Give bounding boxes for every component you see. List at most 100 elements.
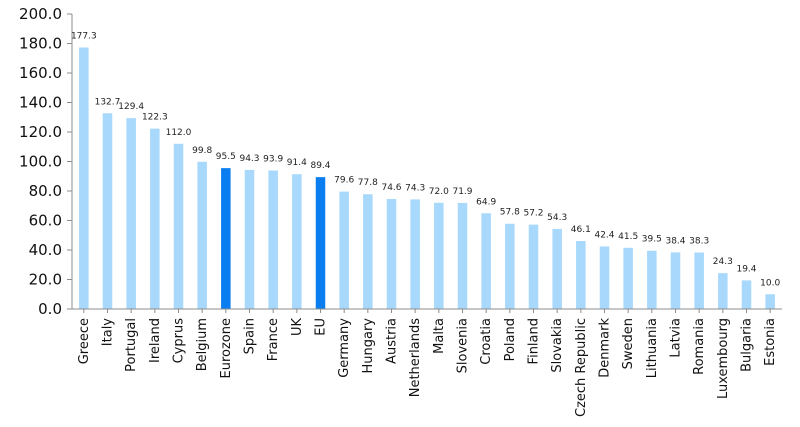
x-tick-label: Estonia xyxy=(763,318,778,366)
data-label: 19.4 xyxy=(736,264,756,274)
y-tick-label: 100.0 xyxy=(19,153,62,171)
data-label: 24.3 xyxy=(713,257,733,267)
x-tick-label: Latvia xyxy=(669,318,684,358)
data-label: 39.5 xyxy=(642,235,662,245)
data-label: 10.0 xyxy=(760,278,780,288)
bar-estonia xyxy=(765,294,775,309)
x-tick-label: Romania xyxy=(692,318,707,375)
x-axis: Greece Italy Portugal Ireland Cyprus Belgium E… xyxy=(72,308,782,417)
data-label: 74.3 xyxy=(405,183,425,193)
bar-greece xyxy=(79,47,89,310)
x-tick-label: Germany xyxy=(337,318,352,378)
data-label: 122.3 xyxy=(142,113,168,123)
y-axis: 0.0 20.0 40.0 60.0 80.0 100.0 120.0 140.0 160.0 1… xyxy=(19,5,73,318)
x-tick-label: France xyxy=(266,318,281,361)
data-label: 46.1 xyxy=(571,225,591,235)
bar-finland xyxy=(528,224,539,309)
x-tick-label: Austria xyxy=(385,318,400,364)
bar-romania xyxy=(694,252,704,309)
x-tick-label: Belgium xyxy=(195,318,210,371)
x-tick-label: Spain xyxy=(243,318,258,354)
bar-slovakia xyxy=(552,228,562,309)
x-tick-label: Slovenia xyxy=(456,318,471,373)
x-tick-label: Sweden xyxy=(621,318,636,369)
bar-malta xyxy=(434,202,444,309)
y-tick-label: 80.0 xyxy=(29,182,62,200)
y-tick-label: 60.0 xyxy=(29,212,62,230)
x-tick-label: Slovakia xyxy=(550,318,565,373)
bar-czech-republic xyxy=(576,241,586,309)
x-tick-label: Hungary xyxy=(361,318,376,374)
data-label: 95.5 xyxy=(216,152,236,162)
bar-spain xyxy=(244,169,255,309)
x-tick-label: Bulgaria xyxy=(740,318,755,372)
bar-belgium xyxy=(197,161,207,309)
data-label: 38.4 xyxy=(665,236,685,246)
bar-luxembourg xyxy=(718,273,728,309)
data-label: 57.8 xyxy=(500,208,520,218)
data-label: 38.3 xyxy=(689,237,709,247)
bar-denmark xyxy=(599,246,610,309)
x-tick-label: EU xyxy=(314,318,329,336)
x-tick-label: Portugal xyxy=(124,318,139,372)
bar-poland xyxy=(505,223,515,309)
data-label: 91.4 xyxy=(287,158,307,168)
bar-slovenia xyxy=(457,202,468,309)
bar-latvia xyxy=(670,252,681,309)
bar-uk xyxy=(292,174,302,309)
bar-netherlands xyxy=(410,199,420,309)
y-tick-label: 0.0 xyxy=(38,300,62,318)
data-label: 93.9 xyxy=(263,154,283,164)
data-label: 77.8 xyxy=(358,178,378,188)
data-label: 89.4 xyxy=(310,161,330,171)
bar-sweden xyxy=(623,247,633,309)
y-tick-label: 20.0 xyxy=(29,271,62,289)
data-label: 177.3 xyxy=(71,31,97,41)
bar-hungary xyxy=(363,194,373,309)
x-tick-label: Malta xyxy=(432,318,447,354)
data-label: 129.4 xyxy=(118,102,144,112)
x-tick-label: Finland xyxy=(527,318,542,364)
data-label: 74.6 xyxy=(381,183,401,193)
data-label: 112.0 xyxy=(166,128,192,138)
data-label: 57.2 xyxy=(523,209,543,219)
y-tick-label: 40.0 xyxy=(29,241,62,259)
bar-france xyxy=(268,170,278,309)
data-label: 79.6 xyxy=(334,176,354,186)
x-tick-label: Italy xyxy=(101,318,116,347)
data-label: 72.0 xyxy=(429,187,449,197)
x-tick-label: UK xyxy=(290,318,305,337)
data-label: 42.4 xyxy=(594,230,614,240)
bar-italy xyxy=(102,113,113,309)
data-label: 94.3 xyxy=(239,154,259,164)
bar-series xyxy=(79,47,775,310)
data-label: 41.5 xyxy=(618,232,638,242)
data-label: 64.9 xyxy=(476,197,496,207)
data-label: 132.7 xyxy=(95,97,121,107)
x-tick-label: Poland xyxy=(503,318,518,361)
bar-ireland xyxy=(150,128,160,309)
y-tick-label: 140.0 xyxy=(19,94,62,112)
bar-eu xyxy=(315,177,326,309)
x-tick-label: Czech Republic xyxy=(574,318,589,417)
y-tick-label: 120.0 xyxy=(19,123,62,141)
x-tick-label: Luxembourg xyxy=(716,318,731,399)
bar-lithuania xyxy=(647,250,657,309)
data-label: 99.8 xyxy=(192,146,212,156)
data-label: 54.3 xyxy=(547,213,567,223)
x-tick-label: Croatia xyxy=(479,318,494,365)
x-tick-label: Cyprus xyxy=(172,318,187,364)
bar-eurozone xyxy=(221,168,231,309)
bar-portugal xyxy=(126,118,136,309)
x-tick-label: Lithuania xyxy=(645,318,660,378)
data-label: 71.9 xyxy=(452,187,472,197)
bar-croatia xyxy=(481,213,491,309)
x-tick-label: Netherlands xyxy=(408,318,423,397)
bar-germany xyxy=(339,191,349,309)
bar-cyprus xyxy=(173,143,184,309)
bar-bulgaria xyxy=(741,280,752,309)
y-tick-label: 180.0 xyxy=(19,35,62,53)
